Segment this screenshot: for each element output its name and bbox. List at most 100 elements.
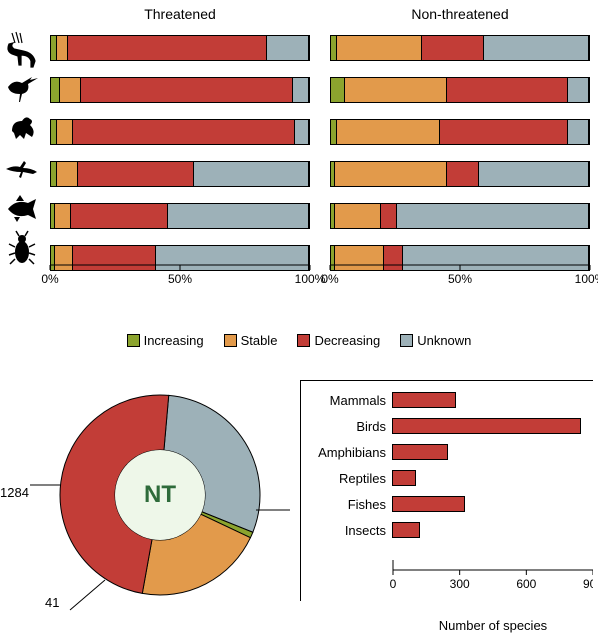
- stacked-panel-nonthreatened: [330, 35, 590, 287]
- segment-stable: [55, 204, 71, 228]
- stacked-row: [50, 245, 310, 271]
- segment-decreasing: [381, 204, 397, 228]
- segment-decreasing: [440, 120, 568, 144]
- stacked-row: [330, 161, 590, 187]
- donut-callout-41: 41: [45, 595, 59, 610]
- hbar-label: Reptiles: [301, 471, 392, 486]
- stacked-title-right: Non-threatened: [330, 6, 590, 22]
- hbar-label: Mammals: [301, 393, 392, 408]
- bird-icon: [2, 69, 42, 103]
- hbar-label: Amphibians: [301, 445, 392, 460]
- segment-stable: [335, 246, 384, 270]
- hbar-row: Birds: [301, 413, 593, 439]
- segment-decreasing: [447, 78, 567, 102]
- hbar-row: Insects: [301, 517, 593, 543]
- legend-swatch: [224, 334, 237, 347]
- segment-decreasing: [78, 162, 193, 186]
- stacked-row: [330, 203, 590, 229]
- hbar-row: Fishes: [301, 491, 593, 517]
- hbar-chart: Mammals Birds Amphibians Reptiles Fishes Inse…: [300, 380, 593, 601]
- stacked-row: [330, 119, 590, 145]
- legend-label: Increasing: [144, 333, 204, 348]
- segment-unknown: [403, 246, 589, 270]
- segment-unknown: [267, 36, 309, 60]
- legend-swatch: [297, 334, 310, 347]
- stacked-row: [50, 77, 310, 103]
- segment-unknown: [295, 120, 309, 144]
- legend-label: Stable: [241, 333, 278, 348]
- legend-label: Decreasing: [314, 333, 380, 348]
- svg-text:0: 0: [390, 577, 397, 591]
- hbar-track: [392, 470, 593, 486]
- hbar-bar: [392, 496, 465, 512]
- hbar-bar: [392, 522, 420, 538]
- segment-stable: [57, 36, 68, 60]
- hbar-axis: 0 300 600 900: [301, 560, 593, 615]
- status-legend: Increasing Stable Decreasing Unknown: [0, 332, 598, 348]
- reptile-icon: [2, 149, 42, 183]
- segment-decreasing: [73, 246, 155, 270]
- segment-unknown: [568, 78, 589, 102]
- hbar-row: Reptiles: [301, 465, 593, 491]
- segment-decreasing: [68, 36, 267, 60]
- legend-item-increasing: Increasing: [127, 332, 204, 348]
- stacked-panel-threatened: [50, 35, 310, 287]
- segment-unknown: [194, 162, 309, 186]
- segment-stable: [345, 78, 448, 102]
- segment-unknown: [479, 162, 589, 186]
- segment-stable: [335, 162, 448, 186]
- hbar-track: [392, 496, 593, 512]
- segment-stable: [57, 162, 78, 186]
- fish-icon: [2, 189, 42, 223]
- donut-callout-1284: 1284: [0, 485, 29, 500]
- segment-stable: [335, 204, 382, 228]
- hbar-track: [392, 522, 593, 538]
- segment-decreasing: [422, 36, 484, 60]
- hbar-rows: Mammals Birds Amphibians Reptiles Fishes Inse…: [301, 381, 593, 543]
- legend-item-stable: Stable: [224, 332, 278, 348]
- insect-icon: [2, 229, 42, 263]
- hbar-bar: [392, 444, 448, 460]
- hbar-bar: [392, 470, 416, 486]
- hbar-axis-title: Number of species: [393, 618, 593, 633]
- segment-decreasing: [71, 204, 169, 228]
- segment-stable: [55, 246, 74, 270]
- segment-unknown: [293, 78, 309, 102]
- stacked-row: [50, 161, 310, 187]
- legend-label: Unknown: [417, 333, 471, 348]
- hbar-bar: [392, 392, 456, 408]
- stacked-row: [50, 35, 310, 61]
- segment-decreasing: [73, 120, 295, 144]
- svg-text:600: 600: [516, 577, 536, 591]
- legend-swatch: [400, 334, 413, 347]
- donut-center-label: NT: [115, 450, 205, 540]
- stacked-row: [50, 119, 310, 145]
- segment-stable: [337, 36, 422, 60]
- segment-decreasing: [81, 78, 293, 102]
- segment-unknown: [397, 204, 589, 228]
- segment-stable: [60, 78, 81, 102]
- hbar-label: Insects: [301, 523, 392, 538]
- stacked-title-left: Threatened: [50, 6, 310, 22]
- stacked-row: [50, 203, 310, 229]
- segment-unknown: [484, 36, 589, 60]
- hbar-track: [392, 392, 593, 408]
- hbar-row: Amphibians: [301, 439, 593, 465]
- hbar-label: Birds: [301, 419, 392, 434]
- segment-unknown: [168, 204, 309, 228]
- hbar-track: [392, 444, 593, 460]
- legend-item-unknown: Unknown: [400, 332, 471, 348]
- legend-item-decreasing: Decreasing: [297, 332, 380, 348]
- mammal-icon: [2, 29, 42, 63]
- segment-stable: [57, 120, 73, 144]
- hbar-track: [392, 418, 593, 434]
- amphibian-icon: [2, 109, 42, 143]
- segment-decreasing: [447, 162, 478, 186]
- segment-increasing: [51, 78, 60, 102]
- segment-stable: [337, 120, 440, 144]
- svg-text:900: 900: [583, 577, 593, 591]
- hbar-row: Mammals: [301, 387, 593, 413]
- svg-text:300: 300: [450, 577, 470, 591]
- hbar-bar: [392, 418, 581, 434]
- stacked-row: [330, 35, 590, 61]
